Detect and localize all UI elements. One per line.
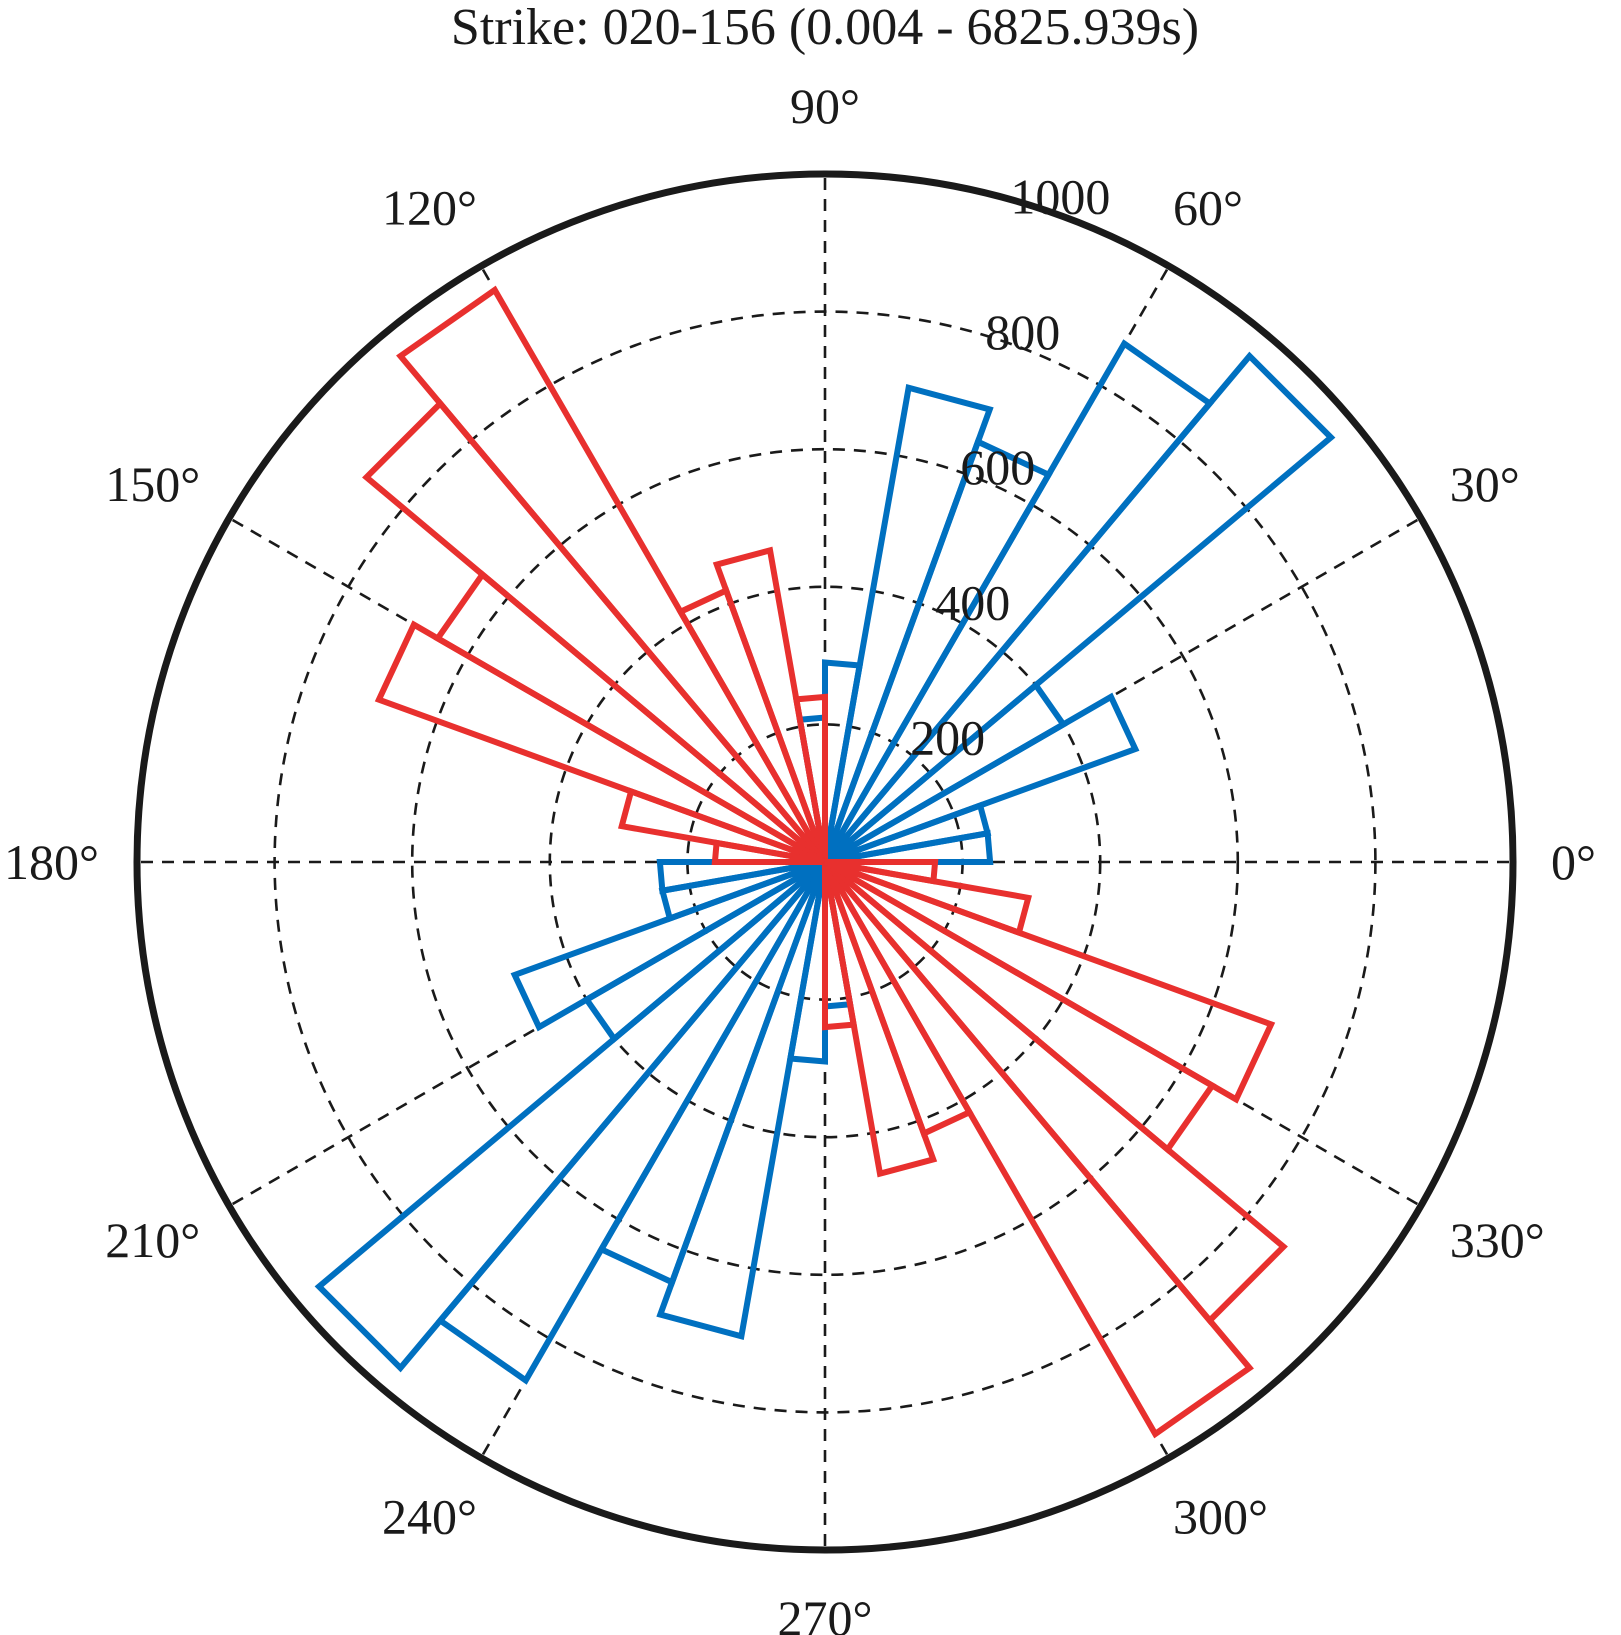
angular-tick-label-300: 300° bbox=[1173, 1489, 1268, 1545]
angular-tick-label-150: 150° bbox=[105, 456, 200, 512]
petal-series-1-230-240 bbox=[435, 860, 828, 1385]
petal-layer bbox=[314, 285, 1336, 1439]
radial-tick-label-200: 200 bbox=[910, 710, 985, 766]
outer-boundary bbox=[133, 170, 1517, 1554]
petal-series-1-50-60 bbox=[822, 339, 1215, 864]
radial-gridline-600 bbox=[410, 447, 1240, 1277]
angular-tick-label-0: 0° bbox=[1551, 834, 1596, 890]
angular-tick-label-30: 30° bbox=[1450, 456, 1520, 512]
petal-series-2-320-330 bbox=[823, 859, 1217, 1154]
angular-tick-label-90: 90° bbox=[790, 78, 860, 134]
radial-tick-label-600: 600 bbox=[960, 439, 1035, 495]
petal-series-2-150-160 bbox=[374, 620, 827, 865]
petal-series-2-120-130 bbox=[396, 285, 828, 864]
petal-series-2-130-140 bbox=[362, 399, 828, 865]
radial-tick-label-800: 800 bbox=[985, 304, 1060, 360]
radial-tick-label-400: 400 bbox=[935, 574, 1010, 630]
petal-series-1-250-260 bbox=[656, 860, 828, 1341]
tick-label-layer: 0° 30° 60° 90° 120° 150° 180° 210° 240° 270° 300° 3… bbox=[4, 78, 1596, 1635]
angular-tick-label-60: 60° bbox=[1173, 179, 1243, 235]
petal-series-2-330-340 bbox=[823, 859, 1276, 1104]
angular-tick-label-120: 120° bbox=[382, 179, 477, 235]
angular-tick-label-180: 180° bbox=[4, 834, 99, 890]
petal-series-2-170-180 bbox=[711, 839, 826, 865]
petal-series-1-70-80 bbox=[822, 383, 994, 864]
petal-series-2-350-360 bbox=[824, 859, 939, 885]
radial-tick-label-1000: 1000 bbox=[1010, 169, 1110, 225]
petal-series-2-300-310 bbox=[822, 860, 1254, 1439]
chart-title: Strike: 020-156 (0.004 - 6825.939s) bbox=[451, 0, 1199, 56]
petal-series-2-310-320 bbox=[822, 859, 1288, 1325]
angular-tick-label-240: 240° bbox=[382, 1489, 477, 1545]
angular-tick-label-330: 330° bbox=[1450, 1212, 1545, 1268]
petal-series-2-140-150 bbox=[433, 570, 827, 865]
angular-tick-label-270: 270° bbox=[778, 1590, 873, 1635]
angular-tick-label-210: 210° bbox=[105, 1212, 200, 1268]
